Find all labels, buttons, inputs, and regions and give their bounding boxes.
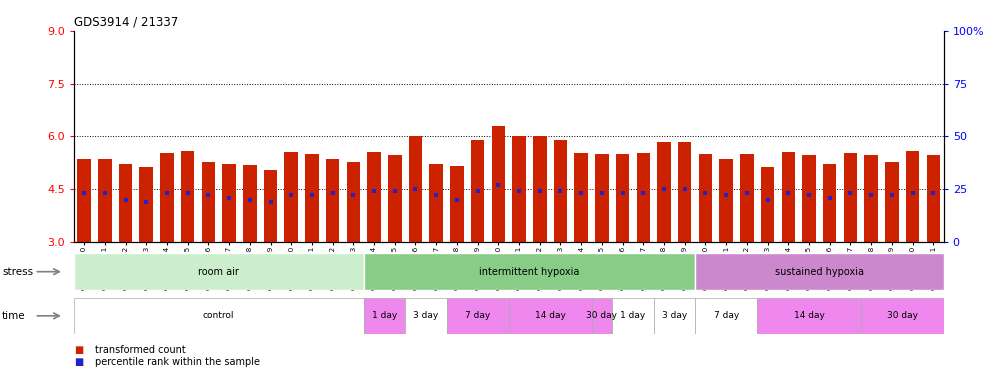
Bar <box>574 153 588 242</box>
Bar <box>263 170 277 242</box>
Text: intermittent hypoxia: intermittent hypoxia <box>480 266 580 277</box>
Bar <box>843 153 857 242</box>
Bar <box>326 159 339 242</box>
Bar <box>512 136 526 242</box>
Bar <box>927 155 940 242</box>
Text: control: control <box>202 311 235 320</box>
Bar <box>181 151 195 242</box>
Bar <box>823 164 837 242</box>
Bar <box>98 159 111 242</box>
Text: 30 day: 30 day <box>587 311 617 320</box>
Bar <box>368 152 380 242</box>
Bar <box>471 140 485 242</box>
Bar <box>450 166 464 242</box>
Bar <box>119 164 133 242</box>
Text: 14 day: 14 day <box>535 311 565 320</box>
Text: 14 day: 14 day <box>793 311 825 320</box>
Bar <box>222 164 236 242</box>
Bar <box>243 165 257 242</box>
Bar <box>740 154 754 242</box>
Bar <box>720 159 733 242</box>
Bar <box>74 298 364 334</box>
Bar <box>616 154 629 242</box>
Bar <box>364 298 405 334</box>
Text: 30 day: 30 day <box>887 311 918 320</box>
Bar <box>699 154 713 242</box>
Bar <box>533 136 547 242</box>
Text: stress: stress <box>2 266 33 277</box>
Bar <box>364 253 695 290</box>
Bar <box>654 298 695 334</box>
Bar <box>781 152 795 242</box>
Bar <box>140 167 153 242</box>
Text: time: time <box>2 311 26 321</box>
Bar <box>802 155 816 242</box>
Bar <box>553 140 567 242</box>
Bar <box>492 126 505 242</box>
Bar <box>612 298 654 334</box>
Text: ■: ■ <box>74 345 83 355</box>
Text: transformed count: transformed count <box>95 345 186 355</box>
Bar <box>885 162 898 242</box>
Bar <box>509 298 592 334</box>
Bar <box>284 152 298 242</box>
Text: room air: room air <box>199 266 239 277</box>
Text: ■: ■ <box>74 357 83 367</box>
Text: 7 day: 7 day <box>714 311 739 320</box>
Text: 3 day: 3 day <box>662 311 687 320</box>
Bar <box>74 253 364 290</box>
Text: 1 day: 1 day <box>372 311 397 320</box>
Bar <box>446 298 509 334</box>
Bar <box>78 159 90 242</box>
Bar <box>658 142 670 242</box>
Bar <box>347 162 360 242</box>
Bar <box>757 298 861 334</box>
Bar <box>409 136 423 242</box>
Bar <box>595 154 608 242</box>
Bar <box>861 298 944 334</box>
Text: GDS3914 / 21337: GDS3914 / 21337 <box>74 15 178 28</box>
Text: 3 day: 3 day <box>413 311 438 320</box>
Bar <box>160 153 174 242</box>
Bar <box>430 164 443 242</box>
Bar <box>695 298 757 334</box>
Bar <box>592 298 612 334</box>
Bar <box>637 153 650 242</box>
Text: 1 day: 1 day <box>620 311 646 320</box>
Bar <box>202 162 215 242</box>
Bar <box>761 167 775 242</box>
Bar <box>405 298 446 334</box>
Bar <box>305 154 318 242</box>
Bar <box>906 151 919 242</box>
Bar <box>695 253 944 290</box>
Text: 7 day: 7 day <box>465 311 491 320</box>
Text: percentile rank within the sample: percentile rank within the sample <box>95 357 260 367</box>
Text: sustained hypoxia: sustained hypoxia <box>775 266 864 277</box>
Bar <box>388 155 401 242</box>
Bar <box>678 142 691 242</box>
Bar <box>864 155 878 242</box>
